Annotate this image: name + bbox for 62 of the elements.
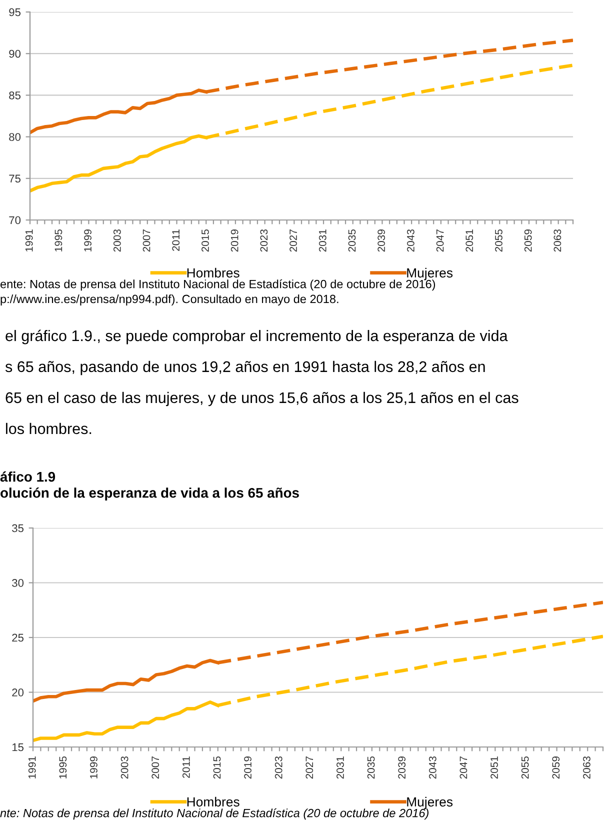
x-tick-label: 2015 (202, 229, 209, 252)
x-tick-label: 2031 (336, 756, 344, 779)
x-tick-label: 1995 (59, 756, 67, 778)
x-tick-label: 2055 (521, 756, 529, 779)
legend-label: Mujeres (407, 796, 453, 810)
y-tick-label: 75 (9, 174, 21, 183)
x-tick-label: 2035 (367, 756, 375, 779)
x-tick-label: 2059 (524, 230, 532, 252)
x-tick-label: 2051 (466, 230, 474, 252)
x-tick-label: 2019 (230, 230, 238, 252)
x-tick-label: 1999 (84, 230, 92, 252)
text: ente: Notas de prensa del Instituto Nacional de Estadística (20 de octubre de 2016) (0, 279, 436, 291)
x-tick-label: 1991 (28, 756, 36, 778)
text: p://www.ine.es/prensa/np994.pdf). Consultado en mayo de 2018. (0, 294, 338, 306)
x-tick-label: 1991 (25, 230, 33, 252)
y-tick-label: 70 (9, 216, 21, 224)
y-tick-label: 15 (12, 743, 24, 752)
text: s 65 años, pasando de unos 19,2 años en 1991 hasta los 28,2 años en (5, 360, 485, 376)
x-tick-label: 2027 (290, 230, 297, 252)
legend-label: Hombres (187, 268, 240, 278)
x-tick-label: 2055 (495, 229, 502, 252)
x-tick-label: 2003 (113, 229, 121, 252)
x-tick-label: 2043 (428, 756, 436, 779)
x-tick-label: 2035 (348, 229, 356, 252)
y-tick-label: 20 (12, 688, 24, 696)
x-tick-label: 2027 (306, 756, 314, 779)
x-tick-label: 2031 (318, 230, 326, 252)
x-tick-label: 2011 (182, 756, 190, 778)
x-tick-label: 2059 (552, 756, 560, 779)
chart-title: áfico 1.9 (0, 471, 56, 482)
x-tick-label: 2007 (142, 230, 150, 252)
text: 65 en el caso de las mujeres, y de unos 15,6 años a los 25,1 años en el cas (6, 392, 518, 406)
x-tick-label: 2015 (213, 756, 221, 779)
x-tick-label: 2003 (120, 756, 128, 779)
y-tick-label: 85 (9, 91, 21, 100)
x-tick-label: 2039 (378, 230, 386, 252)
y-tick-label: 25 (12, 634, 24, 642)
legend-label: Hombres (187, 796, 240, 807)
chart-subtitle: olución de la esperanza de vida a los 65 años (0, 487, 299, 501)
x-tick-label: 2039 (398, 756, 406, 779)
text: los hombres. (6, 422, 92, 434)
x-tick-label: 2019 (244, 756, 252, 779)
x-tick-label: 2063 (554, 229, 562, 252)
x-tick-label: 2007 (152, 756, 160, 779)
x-tick-label: 2011 (172, 230, 180, 251)
x-tick-label: 2023 (274, 756, 282, 779)
x-tick-label: 2023 (260, 229, 268, 252)
y-tick-label: 30 (12, 579, 24, 587)
x-tick-label: 2051 (490, 756, 498, 779)
y-tick-label: 95 (9, 8, 21, 16)
y-tick-label: 90 (9, 50, 21, 58)
x-tick-label: 1999 (90, 756, 98, 778)
x-tick-label: 2043 (406, 229, 414, 252)
x-tick-label: 2047 (436, 230, 444, 252)
text: el gráfico 1.9., se puede comprobar el incremento de la esperanza de vida (6, 330, 508, 344)
text: nte: Notas de prensa del Instituto Nacional de Estadística (20 de octubre de 2016) (0, 808, 428, 820)
x-tick-label: 1995 (54, 229, 62, 252)
x-tick-label: 2047 (460, 756, 468, 779)
y-tick-label: 80 (9, 133, 21, 141)
legend-label: Mujeres (407, 268, 453, 280)
y-tick-label: 35 (12, 524, 24, 532)
x-tick-label: 2063 (583, 756, 590, 779)
